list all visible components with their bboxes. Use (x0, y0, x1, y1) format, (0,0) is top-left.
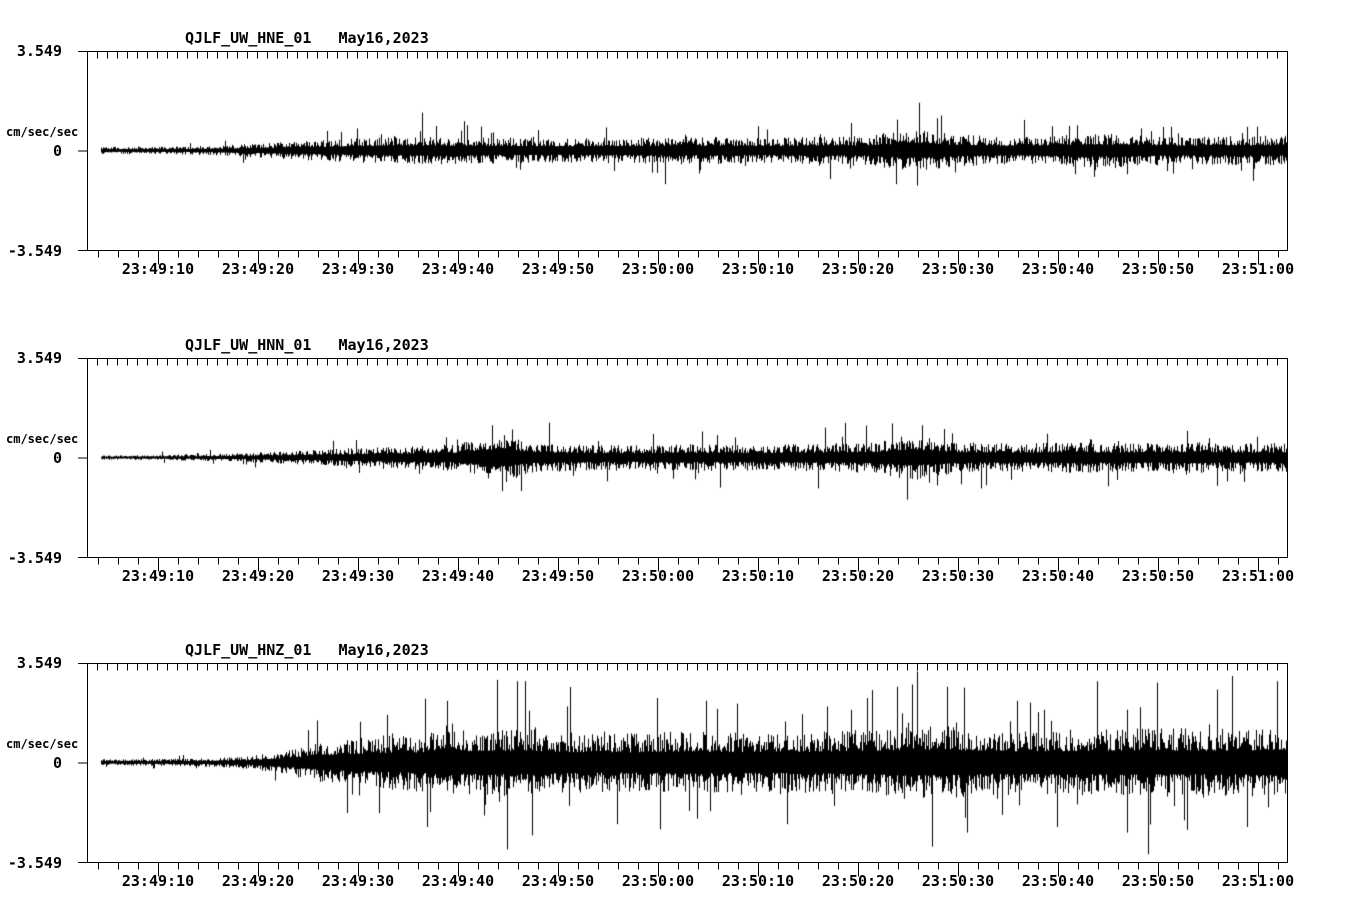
x-tick-label: 23:49:30 (321, 872, 395, 890)
x-tick-label: 23:49:10 (121, 260, 195, 278)
date-label: May16,2023 (338, 336, 429, 354)
x-tick-label: 23:50:50 (1121, 260, 1195, 278)
x-tick-label: 23:50:10 (721, 872, 795, 890)
x-tick-label: 23:49:20 (221, 872, 295, 890)
station-channel-label: QJLF_UW_HNZ_01 (185, 641, 312, 659)
x-tick-label: 23:50:10 (721, 567, 795, 585)
x-tick-label: 23:50:40 (1021, 260, 1095, 278)
x-tick-label: 23:50:50 (1121, 872, 1195, 890)
x-tick-label: 23:49:20 (221, 260, 295, 278)
y-tick-label-max: 3.549 (16, 42, 62, 60)
y-tick-label-zero: 0 (52, 754, 62, 772)
y-tick-label-min: -3.549 (7, 549, 62, 567)
y-axis-units-label: cm/sec/sec (6, 432, 79, 446)
y-tick-label-min: -3.549 (7, 854, 62, 872)
x-tick-label: 23:49:40 (421, 872, 495, 890)
x-tick-label: 23:49:40 (421, 567, 495, 585)
x-tick-label: 23:49:40 (421, 260, 495, 278)
x-tick-label: 23:49:50 (521, 872, 595, 890)
waveform-trace-hnz (87, 663, 1287, 862)
waveform-trace-hnn (87, 358, 1287, 557)
x-tick-label: 23:50:00 (621, 567, 695, 585)
x-tick-label: 23:49:50 (521, 567, 595, 585)
x-tick-label: 23:51:00 (1221, 260, 1295, 278)
x-tick-label: 23:49:30 (321, 260, 395, 278)
x-tick-label: 23:50:40 (1021, 872, 1095, 890)
x-tick-label: 23:49:10 (121, 567, 195, 585)
x-tick-label: 23:51:00 (1221, 567, 1295, 585)
x-tick-label: 23:50:10 (721, 260, 795, 278)
seismogram-panel-hnn: QJLF_UW_HNN_01 May16,2023 3.549 cm/sec/se… (0, 307, 1358, 607)
seismogram-panel-hnz: QJLF_UW_HNZ_01 May16,2023 3.549 cm/sec/se… (0, 612, 1358, 912)
waveform-trace-hne (87, 51, 1287, 250)
panel-title: QJLF_UW_HNN_01 May16,2023 (185, 338, 429, 353)
x-tick-label: 23:50:30 (921, 260, 995, 278)
station-channel-label: QJLF_UW_HNE_01 (185, 29, 312, 47)
station-channel-label: QJLF_UW_HNN_01 (185, 336, 312, 354)
x-tick-label: 23:50:40 (1021, 567, 1095, 585)
x-tick-label: 23:49:50 (521, 260, 595, 278)
x-tick-label: 23:50:00 (621, 260, 695, 278)
x-tick-label: 23:49:10 (121, 872, 195, 890)
y-tick-label-zero: 0 (52, 449, 62, 467)
y-tick-label-max: 3.549 (16, 654, 62, 672)
x-tick-label: 23:50:20 (821, 260, 895, 278)
date-label: May16,2023 (338, 641, 429, 659)
x-tick-label: 23:49:30 (321, 567, 395, 585)
date-label: May16,2023 (338, 29, 429, 47)
x-tick-label: 23:50:20 (821, 872, 895, 890)
y-axis-units-label: cm/sec/sec (6, 737, 79, 751)
y-axis-units-label: cm/sec/sec (6, 125, 79, 139)
y-tick-label-min: -3.549 (7, 242, 62, 260)
panel-title: QJLF_UW_HNZ_01 May16,2023 (185, 643, 429, 658)
seismogram-panel-hne: QJLF_UW_HNE_01 May16,2023 3.549 cm/sec/se… (0, 0, 1358, 300)
x-tick-label: 23:50:00 (621, 872, 695, 890)
x-tick-label: 23:51:00 (1221, 872, 1295, 890)
x-tick-label: 23:50:30 (921, 567, 995, 585)
x-tick-label: 23:50:50 (1121, 567, 1195, 585)
x-tick-label: 23:50:20 (821, 567, 895, 585)
x-tick-label: 23:50:30 (921, 872, 995, 890)
y-tick-label-max: 3.549 (16, 349, 62, 367)
y-tick-label-zero: 0 (52, 142, 62, 160)
panel-title: QJLF_UW_HNE_01 May16,2023 (185, 31, 429, 46)
x-tick-label: 23:49:20 (221, 567, 295, 585)
